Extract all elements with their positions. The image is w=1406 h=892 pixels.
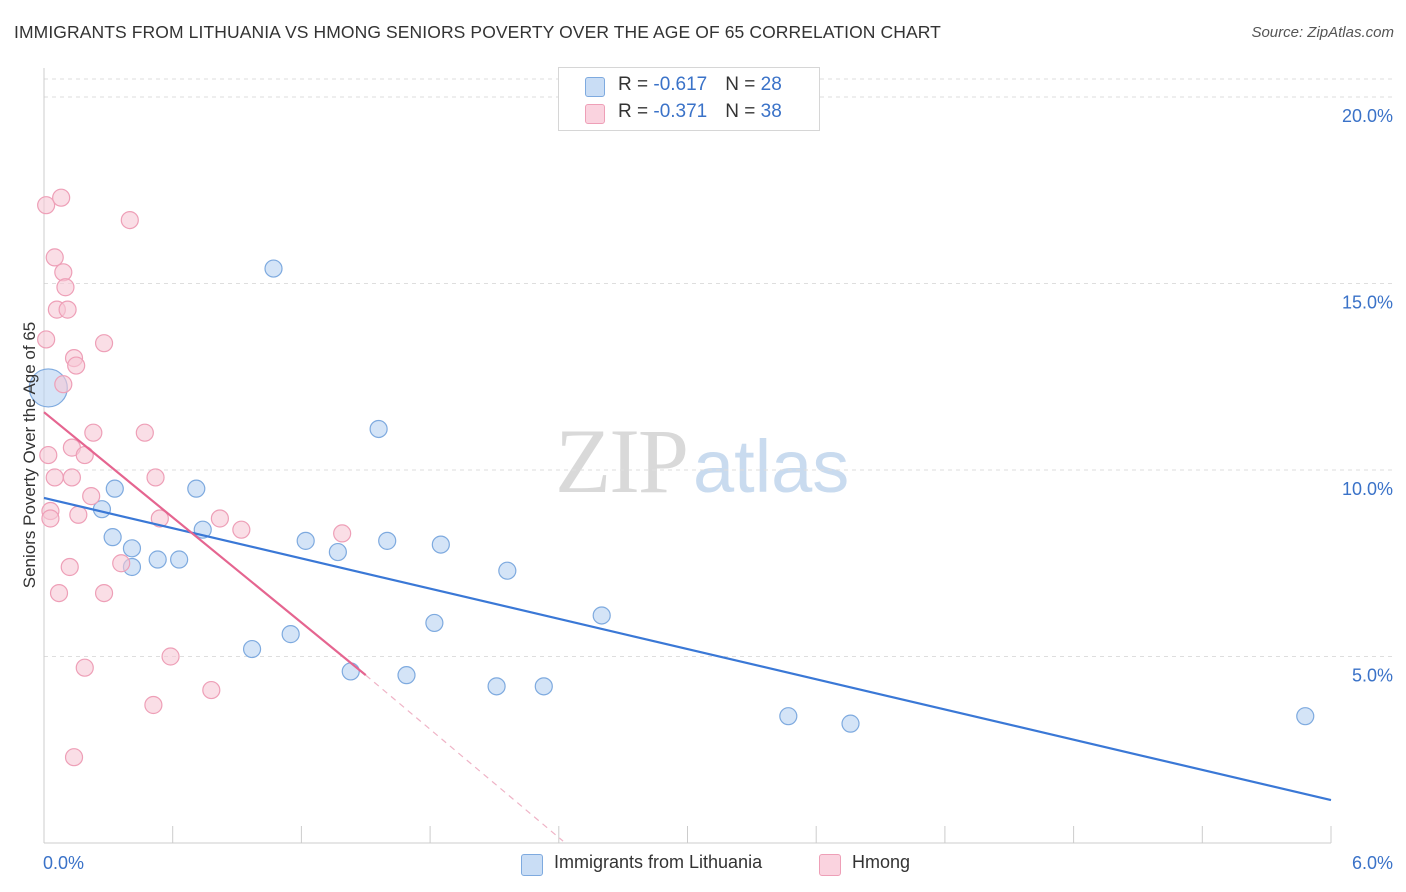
point-lithuania-24 [592,606,611,625]
point-hmong-9 [94,334,114,353]
point-hmong-27 [232,520,251,539]
point-lithuania-17 [378,531,397,550]
point-hmong-21 [82,487,101,506]
point-hmong-13 [84,423,103,442]
point-lithuania-15 [341,662,360,681]
point-lithuania-8 [187,479,206,498]
point-lithuania-21 [487,677,506,696]
point-hmong-37 [64,748,84,767]
watermark-zip: ZIP [555,410,689,512]
point-hmong-1 [52,188,71,207]
point-lithuania-18 [397,666,416,685]
point-hmong-14 [135,423,154,442]
point-hmong-7 [58,300,77,319]
source-label: Source: ZipAtlas.com [1251,24,1394,41]
chart-title: IMMIGRANTS FROM LITHUANIA VS HMONG SENIO… [14,22,941,42]
point-lithuania-10 [242,639,262,659]
point-hmong-23 [41,509,60,528]
y-tick-label-3: 20.0% [1342,106,1393,126]
point-hmong-31 [49,583,69,603]
tick-labels: 5.0% 10.0% 15.0% 20.0% 0.0% 6.0% [43,106,1393,873]
point-lithuania-27 [1296,707,1315,726]
y-tick-label-2: 15.0% [1342,293,1393,313]
legend-text-hmong: R = -0.371 N = 38 [618,101,782,122]
point-hmong-19 [62,468,81,487]
point-hmong-8 [37,330,56,349]
point-hmong-36 [144,695,163,715]
point-lithuania-16 [369,419,388,439]
point-hmong-33 [161,647,180,666]
data-points [28,188,1315,767]
point-hmong-24 [69,505,88,524]
legend-text-lithuania: R = -0.617 N = 28 [618,74,782,95]
point-hmong-2 [120,210,139,230]
point-hmong-3 [45,248,64,267]
point-lithuania-4 [122,539,142,558]
point-lithuania-19 [425,613,444,633]
bottom-legend-swatch-lithuania [521,854,543,876]
point-lithuania-2 [105,479,124,498]
point-hmong-12 [54,375,73,394]
bottom-legend-label-hmong: Hmong [852,852,911,872]
point-hmong-0 [37,196,56,215]
point-hmong-34 [75,658,94,677]
point-lithuania-14 [328,542,347,562]
point-hmong-20 [146,468,165,487]
trend-line-hmong [43,411,367,677]
point-hmong-18 [45,468,64,487]
point-lithuania-25 [779,707,798,726]
trend-lines [43,411,1332,842]
axes [43,68,1332,844]
point-lithuania-23 [534,677,553,696]
point-hmong-16 [39,445,58,465]
y-axis-label: Seniors Poverty Over the Age of 65 [20,321,39,589]
point-lithuania-12 [281,625,300,644]
point-hmong-32 [94,583,114,603]
bottom-legend-swatch-hmong [819,854,841,876]
point-lithuania-7 [170,550,189,569]
point-lithuania-20 [431,535,450,554]
point-lithuania-3 [103,528,122,547]
watermark-atlas: atlas [693,425,850,508]
trend-line-lithuania [43,496,1332,802]
point-lithuania-6 [148,550,167,569]
trend-line-hmong-extension [365,674,564,842]
y-tick-label-1: 10.0% [1342,479,1393,499]
grid-lines [44,78,1392,657]
point-lithuania-22 [498,561,517,580]
x-tick-label-0: 0.0% [43,853,84,873]
point-hmong-5 [56,278,75,297]
point-hmong-28 [333,524,352,543]
y-tick-label-0: 5.0% [1352,666,1393,686]
point-lithuania-13 [296,531,315,550]
point-hmong-25 [150,509,169,528]
point-hmong-29 [112,554,131,573]
point-hmong-11 [67,356,86,375]
point-hmong-26 [210,509,229,528]
x-tick-label-1: 6.0% [1352,853,1393,873]
point-hmong-35 [202,680,221,700]
point-hmong-4 [54,263,73,282]
point-lithuania-26 [841,714,860,733]
stats-legend: R = -0.617 N = 28 R = -0.371 N = 38 [558,67,820,131]
point-hmong-30 [60,557,79,577]
legend-swatch-lithuania [585,77,605,97]
legend-swatch-hmong [585,104,605,124]
bottom-legend-label-lithuania: Immigrants from Lithuania [554,852,763,872]
point-lithuania-11 [264,259,283,278]
watermark: ZIPatlas [555,408,849,514]
